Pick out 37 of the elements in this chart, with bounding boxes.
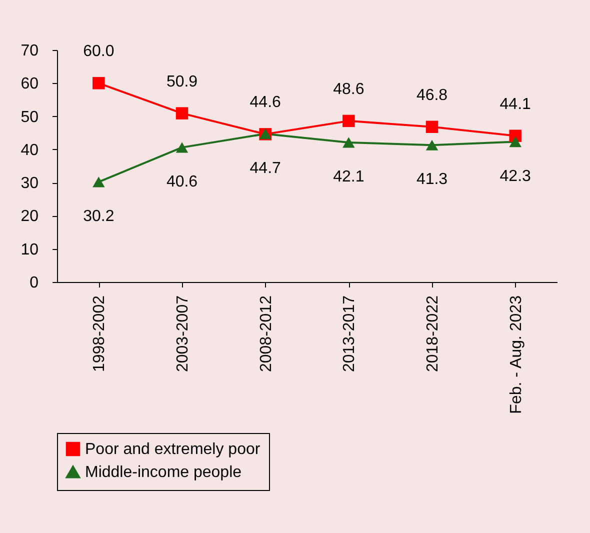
y-tick-label: 10 — [20, 241, 39, 258]
data-label: 44.1 — [500, 96, 532, 113]
data-label: 48.6 — [333, 80, 364, 98]
point — [342, 137, 355, 148]
x-tick-label: 1998-2002 — [91, 295, 108, 372]
data-label: 46.8 — [416, 86, 448, 104]
data-label: 42.3 — [500, 168, 532, 185]
x-tick-label: 2018-2022 — [424, 295, 442, 372]
legend-label: Poor and extremely poor — [85, 441, 261, 458]
point — [92, 176, 105, 188]
point — [342, 114, 355, 128]
point — [426, 140, 438, 150]
point — [92, 77, 105, 90]
point — [509, 136, 522, 148]
x-tick-label: 2008-2012 — [258, 295, 275, 372]
legend-label: Middle-income people — [85, 464, 242, 481]
y-tick-label: 0 — [30, 274, 39, 292]
data-label: 41.3 — [416, 171, 448, 188]
y-tick-label: 30 — [20, 175, 39, 192]
data-label: 44.6 — [250, 94, 282, 112]
y-tick-label: 40 — [20, 142, 39, 159]
y-tick-label: 70 — [20, 42, 39, 60]
y-tick-label: 50 — [20, 108, 39, 126]
point — [176, 142, 188, 153]
point — [426, 120, 438, 134]
y-tick-label: 20 — [20, 208, 39, 226]
data-label: 30.2 — [83, 208, 114, 225]
x-tick-label: Feb. - Aug. 2023 — [508, 295, 525, 414]
x-tick-label: 2003-2007 — [174, 295, 192, 372]
y-tick-label: 60 — [20, 76, 39, 93]
point — [176, 107, 188, 120]
x-tick-label: 2013-2017 — [341, 295, 358, 372]
data-label: 44.7 — [250, 160, 282, 177]
data-label: 50.9 — [166, 73, 198, 90]
data-label: 60.0 — [83, 43, 114, 60]
data-label: 40.6 — [166, 173, 198, 190]
data-label: 42.1 — [333, 168, 364, 186]
